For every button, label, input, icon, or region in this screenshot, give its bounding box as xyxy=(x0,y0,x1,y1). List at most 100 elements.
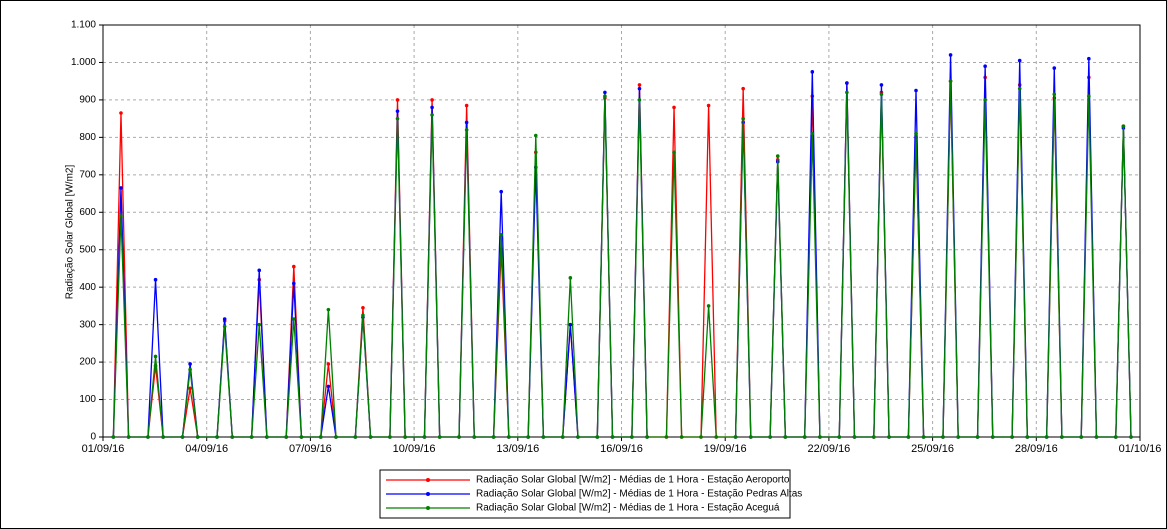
data-point xyxy=(783,435,788,439)
y-tick-label: 300 xyxy=(79,319,96,330)
data-point xyxy=(610,435,615,439)
data-point xyxy=(845,81,849,85)
x-tick-label: 19/09/16 xyxy=(704,443,747,455)
data-point xyxy=(119,186,123,190)
y-tick-label: 700 xyxy=(79,169,96,180)
y-axis-label: Radiação Solar Global [W/m2] xyxy=(65,165,76,300)
data-point xyxy=(672,105,676,110)
data-point xyxy=(395,109,400,113)
data-point xyxy=(560,435,565,439)
data-point xyxy=(326,384,331,389)
data-point xyxy=(361,305,365,310)
data-point xyxy=(195,435,200,439)
x-tick-label: 13/09/16 xyxy=(496,443,539,455)
data-point xyxy=(637,86,642,91)
data-point xyxy=(956,435,960,439)
data-point xyxy=(872,435,876,439)
data-point xyxy=(852,435,857,439)
data-point xyxy=(679,435,684,439)
data-point xyxy=(1052,92,1057,97)
data-point xyxy=(430,113,434,117)
data-point xyxy=(153,277,158,282)
series-line xyxy=(112,81,1132,438)
data-point xyxy=(818,435,822,439)
data-point xyxy=(741,116,745,121)
data-point xyxy=(706,304,711,308)
data-point xyxy=(975,435,980,439)
data-point xyxy=(437,435,442,439)
data-point xyxy=(802,435,807,439)
data-point xyxy=(630,435,634,439)
legend-label: Radiação Solar Global [W/m2] - Médias de… xyxy=(476,503,780,514)
data-point xyxy=(249,435,254,439)
data-point xyxy=(222,324,227,329)
data-point xyxy=(491,435,496,439)
y-tick-label: 900 xyxy=(79,95,96,106)
data-point xyxy=(326,307,331,312)
data-point xyxy=(230,435,235,439)
data-point xyxy=(526,435,530,439)
data-point xyxy=(768,435,772,439)
x-tick-label: 16/09/16 xyxy=(600,443,643,455)
data-point xyxy=(1121,124,1126,128)
data-point xyxy=(748,435,753,439)
data-point xyxy=(1079,435,1084,439)
data-point xyxy=(499,189,504,194)
data-point xyxy=(1010,435,1014,439)
data-point xyxy=(595,435,600,439)
data-point xyxy=(146,435,150,439)
data-point xyxy=(906,435,911,439)
data-point xyxy=(464,128,469,132)
data-point xyxy=(430,98,434,102)
data-point xyxy=(180,435,185,439)
data-point xyxy=(257,322,262,327)
y-tick-label: 600 xyxy=(79,207,96,218)
data-point xyxy=(741,86,745,91)
data-point xyxy=(941,435,945,439)
data-point xyxy=(265,435,269,439)
data-point xyxy=(299,435,304,439)
data-point xyxy=(645,435,649,439)
x-tick-label: 04/09/16 xyxy=(185,443,228,455)
data-point xyxy=(706,103,711,108)
data-point xyxy=(119,111,123,115)
data-point xyxy=(1087,56,1091,61)
data-point xyxy=(603,94,607,98)
data-point xyxy=(353,435,358,439)
data-point xyxy=(334,435,338,439)
data-point xyxy=(1094,435,1099,439)
data-point xyxy=(388,435,392,439)
data-point xyxy=(111,435,116,439)
data-point xyxy=(533,133,538,138)
data-point xyxy=(292,264,296,269)
y-tick-label: 0 xyxy=(90,432,96,443)
data-point xyxy=(292,317,296,321)
data-point xyxy=(430,105,434,110)
data-point xyxy=(568,322,573,327)
data-point xyxy=(664,435,669,439)
x-tick-label: 01/09/16 xyxy=(82,443,125,455)
data-point xyxy=(361,313,365,318)
data-point xyxy=(403,435,407,439)
x-tick-label: 28/09/16 xyxy=(1015,443,1058,455)
data-point xyxy=(422,435,427,439)
data-point xyxy=(188,367,192,372)
data-point xyxy=(810,131,815,136)
data-point xyxy=(1044,435,1049,439)
data-point xyxy=(464,120,469,125)
data-point xyxy=(318,435,323,439)
data-point xyxy=(576,435,580,439)
data-point xyxy=(983,64,987,68)
legend-marker xyxy=(426,506,430,510)
y-tick-label: 1.100 xyxy=(71,20,96,31)
data-point xyxy=(948,53,953,57)
data-point xyxy=(326,362,331,366)
data-point xyxy=(733,435,738,439)
data-point xyxy=(472,435,477,439)
data-point xyxy=(672,150,676,155)
data-point xyxy=(541,435,546,439)
data-point xyxy=(1087,94,1091,98)
data-point xyxy=(153,354,158,359)
data-point xyxy=(637,83,642,87)
data-point xyxy=(499,232,504,237)
